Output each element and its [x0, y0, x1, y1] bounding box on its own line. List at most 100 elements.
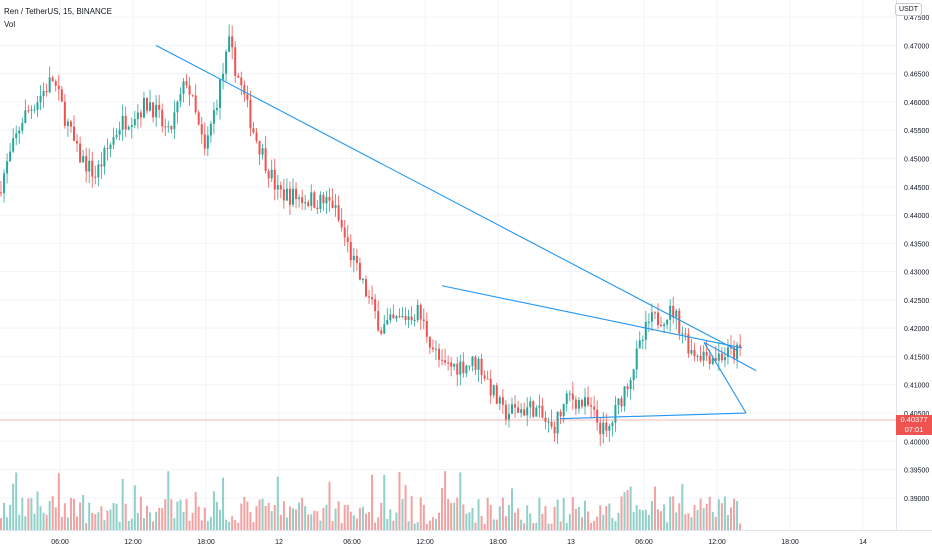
- candle-body: [304, 202, 307, 204]
- volume-bar: [307, 514, 310, 530]
- volume-bar: [684, 514, 687, 530]
- candle-body: [590, 405, 593, 407]
- candle-body: [501, 397, 504, 405]
- currency-label[interactable]: USDT: [894, 3, 922, 16]
- volume-bar: [559, 521, 562, 530]
- candle-body: [739, 344, 742, 349]
- candle-body: [438, 348, 440, 360]
- candle-body: [371, 297, 374, 300]
- volume-bar: [358, 508, 361, 530]
- candle-body: [167, 126, 170, 128]
- y-tick-label: 0.39000: [904, 496, 929, 503]
- candle-body: [24, 110, 27, 123]
- candle-body: [447, 362, 450, 364]
- volume-bar: [720, 503, 723, 530]
- candle-body: [562, 404, 565, 417]
- trendline[interactable]: [441, 285, 743, 349]
- candle-body: [675, 310, 678, 318]
- volume-bar: [593, 520, 596, 530]
- candle-body: [82, 156, 85, 163]
- candle-body: [3, 173, 6, 194]
- volume-bar: [425, 523, 428, 530]
- candle-body: [514, 404, 517, 408]
- candle-body: [669, 305, 672, 320]
- volume-indicator-label[interactable]: Vol: [4, 20, 16, 29]
- candle-body: [355, 255, 358, 263]
- candle-body: [258, 140, 261, 155]
- volume-bar: [428, 520, 431, 530]
- volume-bar: [568, 514, 571, 530]
- candle-body: [672, 305, 675, 318]
- trendline[interactable]: [559, 412, 747, 420]
- trendline[interactable]: [703, 342, 747, 414]
- candle-body: [730, 347, 732, 349]
- volume-bar: [380, 502, 383, 530]
- candle-body: [650, 312, 653, 322]
- trendline[interactable]: [703, 341, 757, 372]
- volume-bar: [0, 518, 2, 530]
- y-tick-label: 0.45000: [904, 156, 929, 163]
- candle-body: [45, 91, 48, 93]
- candle-body: [316, 207, 319, 209]
- volume-bar: [596, 516, 599, 530]
- candle-body: [541, 405, 544, 418]
- candle-body: [146, 98, 148, 111]
- candle-body: [170, 126, 173, 130]
- candle-body: [15, 133, 18, 139]
- volume-bar: [660, 511, 663, 530]
- y-tick-label: 0.47000: [904, 43, 929, 50]
- volume-bar: [672, 496, 675, 530]
- volume-bar: [377, 517, 380, 530]
- volume-bar: [447, 498, 450, 530]
- candle-body: [310, 192, 313, 206]
- candle-body: [94, 176, 97, 178]
- candle-body: [684, 333, 687, 335]
- candle-body: [139, 112, 142, 118]
- candle-body: [504, 404, 507, 420]
- volume-bar: [574, 508, 577, 530]
- volume-bar: [404, 485, 407, 530]
- volume-bar: [136, 512, 139, 530]
- volume-bar: [702, 508, 705, 530]
- volume-bar: [529, 513, 532, 530]
- volume-bar: [562, 498, 565, 530]
- candle-body: [617, 398, 620, 405]
- volume-bar: [681, 484, 684, 530]
- y-tick-label: 0.42000: [904, 326, 929, 333]
- volume-bar: [139, 496, 142, 530]
- volume-bar: [410, 496, 413, 530]
- candle-body: [377, 311, 380, 331]
- candle-body: [450, 362, 453, 367]
- candle-body: [459, 361, 462, 375]
- candle-body: [66, 121, 69, 126]
- candle-body: [538, 405, 541, 408]
- symbol-title[interactable]: Ren / TetherUS, 15, BINANCE: [4, 7, 112, 16]
- x-tick-label: 14: [859, 539, 867, 546]
- volume-bar: [730, 507, 732, 530]
- volume-bar: [416, 522, 419, 530]
- candle-body: [261, 148, 264, 155]
- y-tick-label: 0.41000: [904, 383, 929, 390]
- candle-body: [614, 404, 617, 423]
- candle-body: [468, 365, 471, 367]
- candle-body: [547, 421, 550, 423]
- volume-bar: [57, 473, 60, 530]
- candle-body: [97, 164, 100, 178]
- candle-body: [687, 334, 690, 354]
- candle-body: [161, 109, 164, 127]
- candle-body: [492, 385, 495, 396]
- candle-body: [112, 137, 115, 145]
- volume-bar: [690, 517, 693, 530]
- candle-body: [657, 312, 659, 326]
- volume-bar: [547, 523, 550, 530]
- candle-body: [361, 279, 364, 281]
- candle-body: [434, 348, 437, 350]
- trendline[interactable]: [155, 44, 739, 352]
- candle-body: [611, 422, 614, 427]
- candle-body: [191, 94, 194, 96]
- volume-bar: [407, 521, 410, 530]
- volume-bar: [85, 522, 88, 530]
- trendlines: [155, 44, 757, 420]
- volume-bar: [355, 518, 358, 530]
